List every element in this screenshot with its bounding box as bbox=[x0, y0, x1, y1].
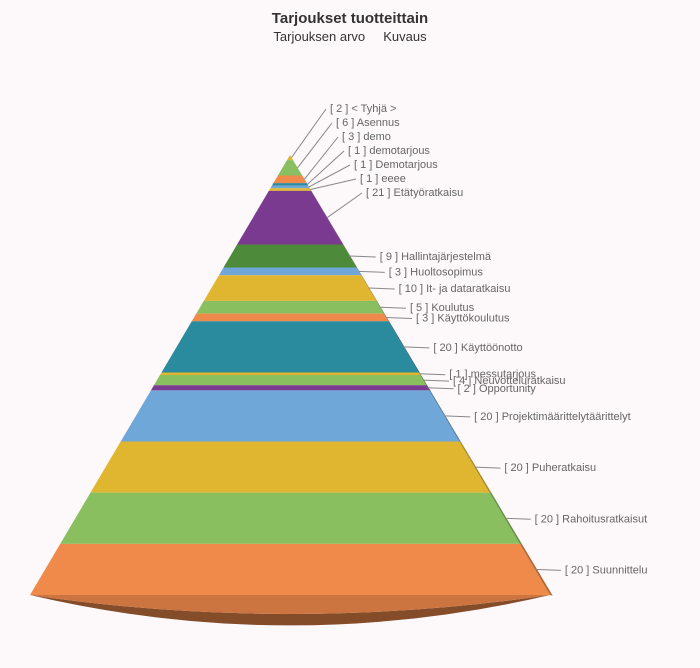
slice-label: [ 1 ] demotarjous bbox=[348, 145, 430, 157]
slice-label: [ 20 ] Puheratkaisu bbox=[504, 462, 596, 474]
slice-label: [ 20 ] Projektimäärittelytäärittelyt bbox=[474, 411, 631, 423]
slice-label: [ 20 ] Suunnittelu bbox=[565, 564, 648, 576]
slice-label: [ 2 ] Opportunity bbox=[458, 383, 537, 395]
slice-label: [ 9 ] Hallintajärjestelmä bbox=[380, 251, 492, 263]
slice-label: [ 20 ] Rahoitusratkaisut bbox=[535, 513, 648, 525]
slice-label: [ 21 ] Etätyöratkaisu bbox=[366, 187, 463, 199]
slice-label: [ 1 ] Demotarjous bbox=[354, 159, 438, 171]
slice-label: [ 10 ] It- ja dataratkaisu bbox=[399, 283, 511, 295]
pyramid-chart: [ 2 ] < Tyhjä > [ 6 ] Asennus [ 3 ] demo [ … bbox=[0, 0, 700, 668]
slice-label: [ 3 ] demo bbox=[342, 131, 391, 143]
slice-label: [ 6 ] Asennus bbox=[336, 117, 400, 129]
slice-label: [ 3 ] Huoltosopimus bbox=[389, 266, 484, 278]
slice-label: [ 2 ] < Tyhjä > bbox=[330, 103, 396, 115]
slice-label: [ 3 ] Käyttökoulutus bbox=[416, 312, 510, 324]
slice-label: [ 1 ] eeee bbox=[360, 173, 406, 185]
slice-label: [ 20 ] Käyttöönotto bbox=[433, 342, 522, 354]
